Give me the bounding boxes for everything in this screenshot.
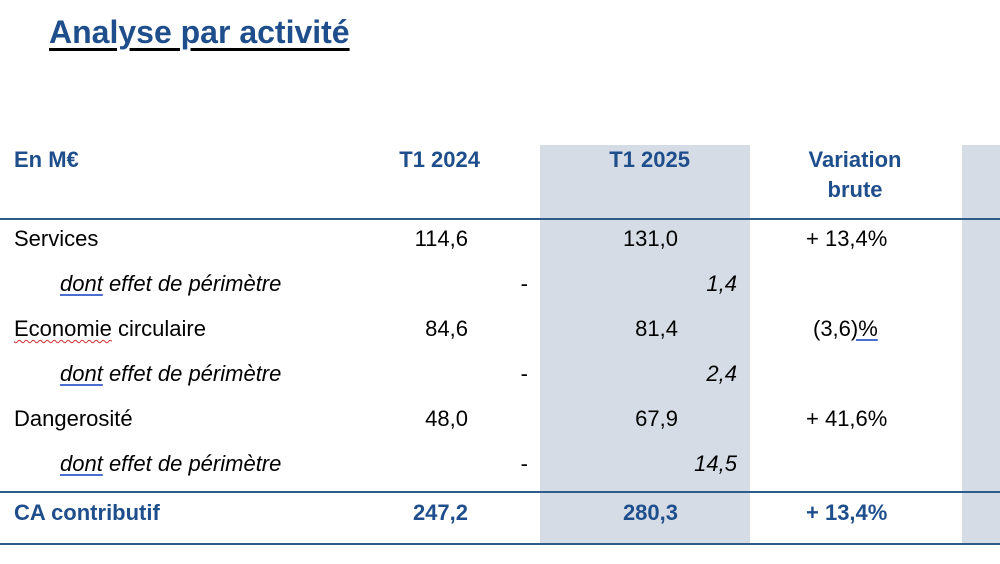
header-label: En M€ (14, 147, 79, 172)
row-services-perimeter-t1-2024: - (520, 271, 528, 296)
perimeter-text: effet de périmètre (102, 451, 282, 476)
dont-word: dont (60, 451, 103, 476)
row-economie-t1-2024: 84,6 (425, 316, 468, 341)
row-services-perimeter-label: dont effet de périmètre (60, 271, 281, 297)
row-services-perimeter-t1-2025: 1,4 (706, 271, 737, 296)
total-t1-2025: 280,3 (622, 500, 678, 525)
header-variation-line1: Variation (808, 147, 902, 172)
table-bottom-divider (0, 543, 1000, 545)
total-label: CA contributif (14, 500, 160, 525)
right-column-shade (962, 145, 1000, 543)
row-economie-perimeter-t1-2024: - (520, 361, 528, 386)
perimeter-text: effet de périmètre (102, 271, 282, 296)
header-variation-line2: brute (827, 177, 883, 202)
header-t1-2024: T1 2024 (399, 147, 480, 172)
total-t1-2024: 247,2 (412, 500, 468, 525)
row-dangerosite-perimeter-t1-2024: - (520, 451, 528, 476)
row-dangerosite-t1-2024: 48,0 (425, 406, 468, 431)
economie-word: Economie (14, 316, 112, 341)
row-dangerosite-perimeter-label: dont effet de périmètre (60, 451, 281, 477)
dont-word: dont (60, 361, 103, 386)
row-economie-perimeter-t1-2025: 2,4 (706, 361, 737, 386)
row-economie-perimeter-label: dont effet de périmètre (60, 361, 281, 387)
row-services-t1-2024: 114,6 (414, 226, 468, 251)
t1-2025-column-shade (540, 145, 750, 543)
dont-word: dont (60, 271, 103, 296)
row-dangerosite-t1-2025: 67,9 (635, 406, 678, 431)
header-t1-2025: T1 2025 (609, 147, 690, 172)
row-economie-variation: (3,6)% (813, 316, 878, 342)
total-variation: + 13,4% (806, 500, 888, 525)
variation-part-b: )% (850, 316, 878, 341)
circulaire-word: circulaire (111, 316, 206, 341)
total-top-divider (0, 491, 1000, 493)
row-services-t1-2025: 131,0 (622, 226, 678, 251)
row-dangerosite-variation: + 41,6% (806, 406, 888, 431)
row-dangerosite-label: Dangerosité (14, 406, 133, 431)
row-dangerosite-perimeter-t1-2025: 14,5 (694, 451, 737, 476)
row-services-variation: + 13,4% (806, 226, 888, 251)
variation-part-a: (3,6 (813, 316, 851, 341)
row-services-label: Services (14, 226, 99, 251)
header-divider (0, 218, 1000, 220)
perimeter-text: effet de périmètre (102, 361, 282, 386)
page-title: Analyse par activité (49, 14, 350, 50)
row-economie-t1-2025: 81,4 (635, 316, 678, 341)
row-economie-label: Economie circulaire (14, 316, 206, 342)
